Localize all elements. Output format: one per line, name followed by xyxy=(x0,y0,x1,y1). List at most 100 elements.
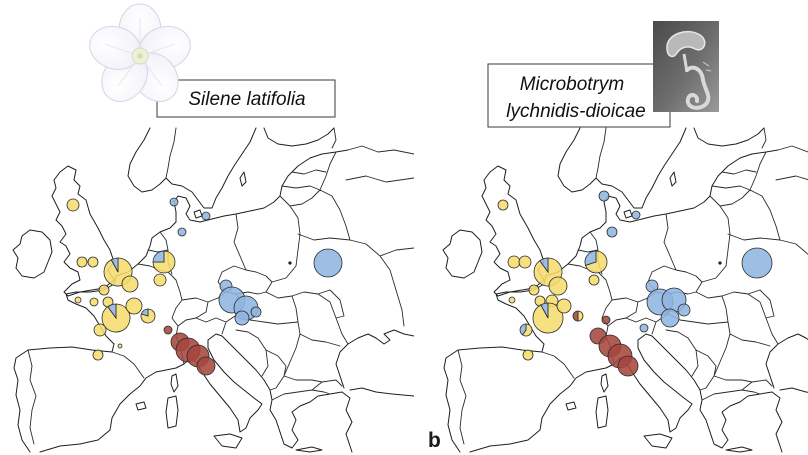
pie-chart xyxy=(532,302,564,334)
pie-chart xyxy=(250,306,262,318)
pie-chart xyxy=(548,276,568,296)
pie-chart xyxy=(153,273,167,287)
left-species-label: Silene latifolia xyxy=(156,79,336,118)
pie-chart xyxy=(519,323,533,337)
pie-slice-blue xyxy=(519,323,527,336)
pie-slice-yellow xyxy=(577,310,584,322)
pie-chart xyxy=(87,256,99,268)
pie-chart xyxy=(660,308,680,328)
pie-slice-blue xyxy=(110,257,119,273)
pie-chart xyxy=(313,248,343,278)
pie-slice-blue xyxy=(177,227,187,237)
pie-slice-blue xyxy=(250,306,262,318)
pie-chart xyxy=(169,197,179,207)
pie-slice-yellow xyxy=(556,298,572,314)
pie-slice-yellow xyxy=(74,296,82,304)
pie-slice-blue xyxy=(540,302,549,319)
pie-slice-blue xyxy=(631,210,641,220)
pie-slice-yellow xyxy=(121,275,139,293)
right-map xyxy=(442,127,808,453)
pie-slice-yellow xyxy=(66,198,80,212)
pie-slice-yellow xyxy=(87,256,99,268)
pie-chart xyxy=(125,297,143,315)
pie-slice-yellow xyxy=(521,323,533,337)
pie-slice-yellow xyxy=(528,284,540,296)
fungal-spore-micrograph-icon xyxy=(653,21,719,112)
white-flower-icon xyxy=(89,3,191,102)
pie-slice-blue xyxy=(169,197,179,207)
pie-chart xyxy=(66,198,80,212)
pie-slice-yellow xyxy=(76,256,88,268)
pie-chart xyxy=(140,308,156,324)
pie-chart xyxy=(606,226,618,238)
pie-chart xyxy=(601,315,611,325)
flower-stigma xyxy=(137,53,143,59)
pie-chart xyxy=(617,355,639,377)
pie-chart xyxy=(196,356,216,376)
pie-chart xyxy=(89,297,99,307)
pie-slice-yellow xyxy=(117,343,123,349)
pie-chart xyxy=(528,284,540,296)
pie-chart xyxy=(163,325,173,335)
pie-chart xyxy=(101,303,131,333)
pie-chart xyxy=(631,210,641,220)
pie-slice-yellow xyxy=(89,297,99,307)
pie-slice-yellow xyxy=(153,273,167,287)
pie-chart xyxy=(93,323,107,337)
pie-chart xyxy=(234,310,250,326)
pie-slice-red xyxy=(572,310,579,322)
pie-slice-yellow xyxy=(508,296,516,304)
pie-chart xyxy=(522,349,534,361)
pie-chart xyxy=(518,255,532,269)
pie-chart xyxy=(588,274,600,286)
pie-chart xyxy=(497,199,509,211)
pie-slice-yellow xyxy=(497,199,509,211)
pie-slice-blue xyxy=(677,303,691,317)
right-map-outline xyxy=(442,127,808,453)
pie-slice-blue xyxy=(107,303,117,320)
pie-chart xyxy=(74,296,82,304)
pie-chart xyxy=(98,284,110,296)
pie-slice-blue xyxy=(598,190,610,202)
pie-slice-blue xyxy=(313,248,343,278)
pie-chart xyxy=(92,349,104,361)
left-species-name: Silene latifolia xyxy=(188,89,305,110)
pie-chart xyxy=(117,343,123,349)
pie-slice-blue xyxy=(140,308,149,317)
pie-chart xyxy=(76,256,88,268)
spore-highlight xyxy=(702,61,712,72)
pie-slice-yellow xyxy=(548,276,568,296)
pie-chart xyxy=(677,303,691,317)
pie-slice-blue xyxy=(539,257,549,274)
pie-slice-red xyxy=(163,325,173,335)
pie-slice-yellow xyxy=(518,255,532,269)
pie-slice-blue xyxy=(639,323,649,333)
left-map-outline xyxy=(12,127,414,453)
right-label-box xyxy=(487,63,671,128)
pie-slice-red xyxy=(601,315,611,325)
pie-slice-blue xyxy=(201,211,211,221)
pie-slice-red xyxy=(196,356,216,376)
pie-chart xyxy=(152,250,176,274)
spore-body xyxy=(666,30,706,58)
pie-chart xyxy=(598,190,610,202)
right-species-name-line2: lychnidis-dioicae xyxy=(506,101,645,122)
pie-slice-yellow xyxy=(522,349,534,361)
pie-chart xyxy=(508,296,516,304)
pie-slice-yellow xyxy=(125,297,143,315)
pie-chart xyxy=(177,227,187,237)
petal-veins xyxy=(104,18,176,87)
pie-slice-blue xyxy=(606,226,618,238)
pie-slice-yellow xyxy=(588,274,600,286)
pie-chart xyxy=(121,275,139,293)
pie-chart xyxy=(741,247,773,279)
spore-loop xyxy=(685,65,711,110)
left-map xyxy=(12,127,414,453)
panel-letter: b xyxy=(428,429,441,452)
right-map-pies xyxy=(497,190,773,377)
pie-slice-yellow xyxy=(92,349,104,361)
pie-slice-yellow xyxy=(152,250,176,274)
pie-chart xyxy=(556,298,572,314)
left-map-pies xyxy=(66,197,343,376)
